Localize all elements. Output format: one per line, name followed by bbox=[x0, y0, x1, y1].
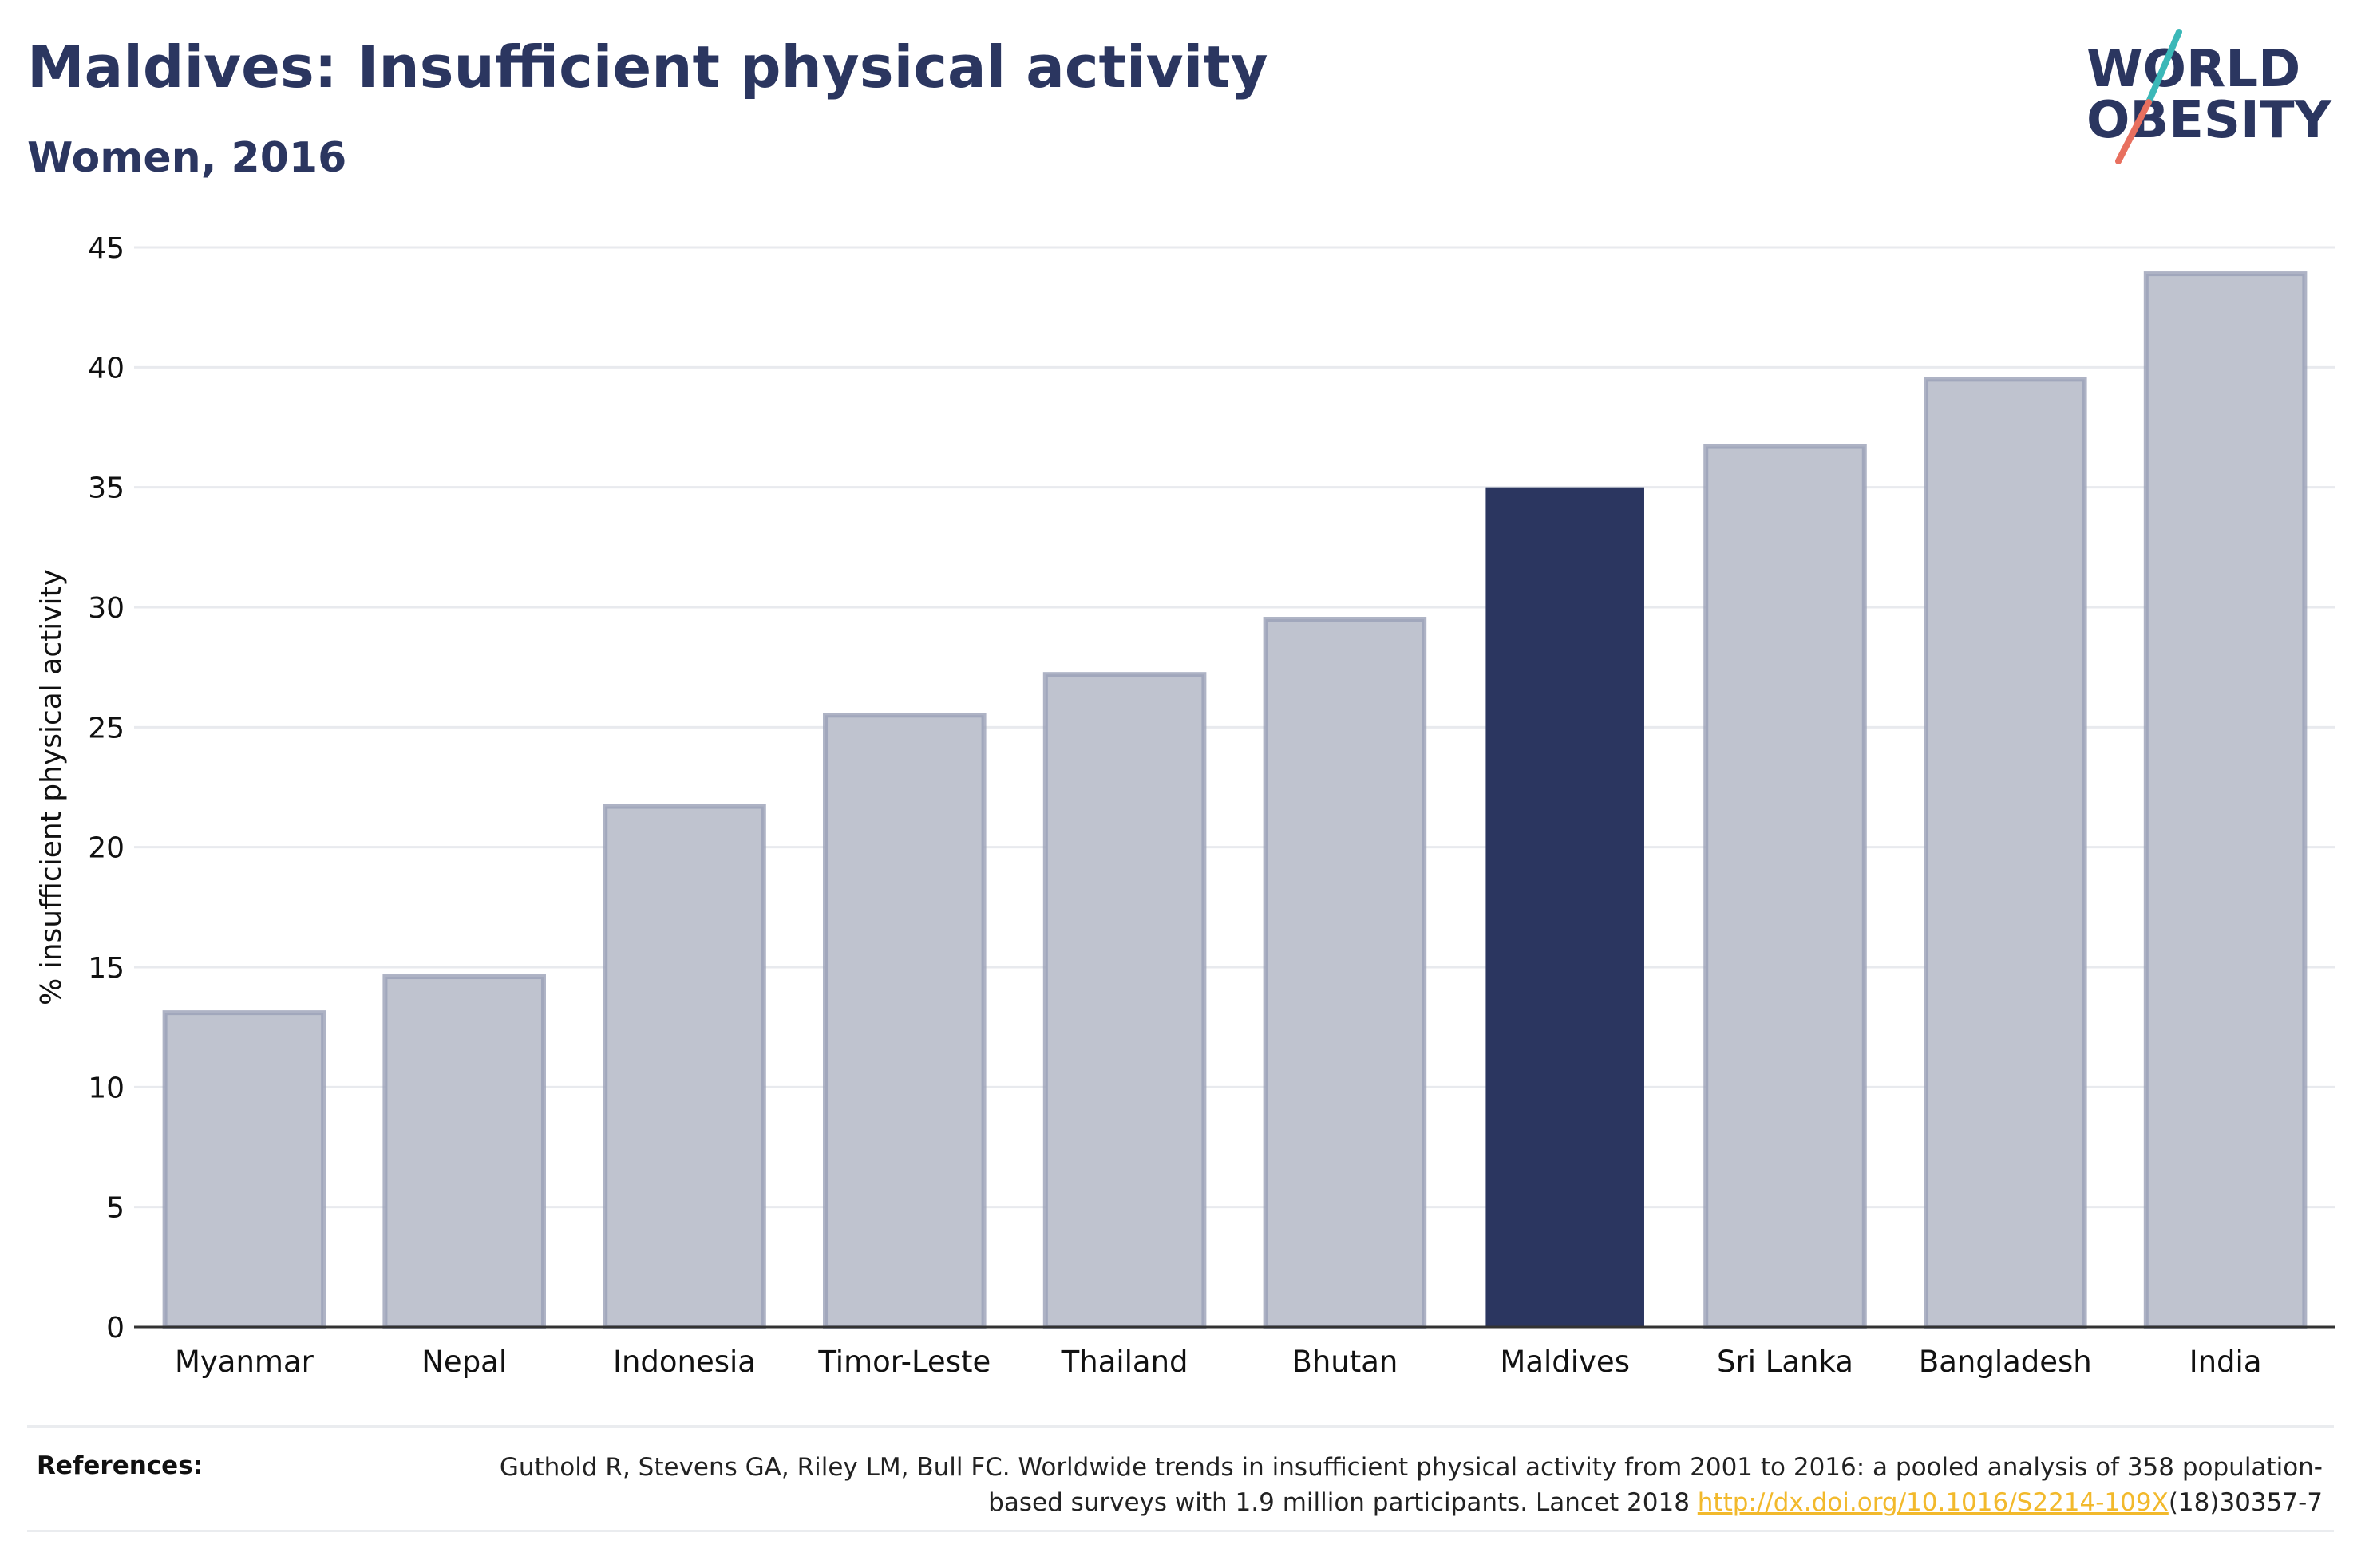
reference-doi-link[interactable]: http://dx.doi.org/10.1016/S2214-109X bbox=[1697, 1488, 2169, 1517]
y-tick-label: 30 bbox=[88, 592, 125, 625]
x-axis-labels: Myanmar Nepal Indonesia Timor-Leste Thailand… bbox=[175, 1345, 2262, 1379]
y-tick-label: 0 bbox=[106, 1312, 125, 1345]
y-axis-label: % insufficient physical activity bbox=[35, 569, 68, 1005]
chart-title: Maldives: Insufficient physical activity bbox=[27, 34, 1268, 101]
bar-bhutan bbox=[1263, 617, 1427, 1329]
bar-myanmar bbox=[162, 1010, 326, 1330]
y-tick-label: 25 bbox=[88, 712, 125, 745]
bar-timor-leste bbox=[823, 713, 987, 1329]
y-tick-label: 5 bbox=[106, 1192, 125, 1225]
y-axis-ticks: 0 5 10 15 20 25 30 35 40 45 bbox=[88, 232, 125, 1345]
references-section: References: Guthold R, Stevens GA, Riley… bbox=[27, 1425, 2334, 1532]
references-label: References: bbox=[37, 1451, 204, 1480]
bar-chart: 0 5 10 15 20 25 30 35 40 45 Myanmar Nepal Indonesia… bbox=[35, 232, 2335, 1379]
x-tick-label: Indonesia bbox=[613, 1345, 756, 1379]
y-tick-label: 45 bbox=[88, 232, 125, 265]
bar-bangladesh bbox=[1924, 377, 2087, 1329]
y-tick-label: 15 bbox=[88, 952, 125, 985]
x-tick-label: Thailand bbox=[1061, 1345, 1188, 1379]
bar-maldives bbox=[1485, 487, 1644, 1327]
bar-indonesia bbox=[603, 804, 766, 1329]
references-text: Guthold R, Stevens GA, Riley LM, Bull FC… bbox=[487, 1450, 2323, 1520]
y-tick-label: 10 bbox=[88, 1072, 125, 1104]
bar-sri-lanka bbox=[1703, 444, 1867, 1329]
bar-thailand bbox=[1042, 672, 1207, 1329]
logo-slash-coral bbox=[2115, 99, 2152, 164]
y-tick-label: 20 bbox=[88, 832, 125, 865]
x-tick-label: Nepal bbox=[421, 1345, 507, 1379]
bars bbox=[162, 271, 2308, 1330]
world-obesity-logo: WORLD OBESITY bbox=[2086, 29, 2331, 164]
x-tick-label: Bhutan bbox=[1291, 1345, 1398, 1379]
bar-nepal bbox=[382, 974, 546, 1329]
y-tick-label: 40 bbox=[88, 352, 125, 385]
x-tick-label: Maldives bbox=[1500, 1345, 1630, 1379]
x-tick-label: Bangladesh bbox=[1919, 1345, 2092, 1379]
logo-line1: WORLD bbox=[2086, 40, 2300, 99]
x-tick-label: Timor-Leste bbox=[817, 1345, 991, 1379]
y-tick-label: 35 bbox=[88, 472, 125, 505]
reference-citation-suffix: (18)30357-7 bbox=[2168, 1488, 2323, 1517]
reference-citation: Guthold R, Stevens GA, Riley LM, Bull FC… bbox=[499, 1453, 2323, 1517]
x-tick-label: Myanmar bbox=[175, 1345, 314, 1379]
x-tick-label: India bbox=[2189, 1345, 2262, 1379]
bar-india bbox=[2143, 271, 2308, 1329]
chart-subtitle: Women, 2016 bbox=[27, 134, 347, 182]
x-tick-label: Sri Lanka bbox=[1717, 1345, 1853, 1379]
logo-slash-teal bbox=[2145, 29, 2182, 105]
